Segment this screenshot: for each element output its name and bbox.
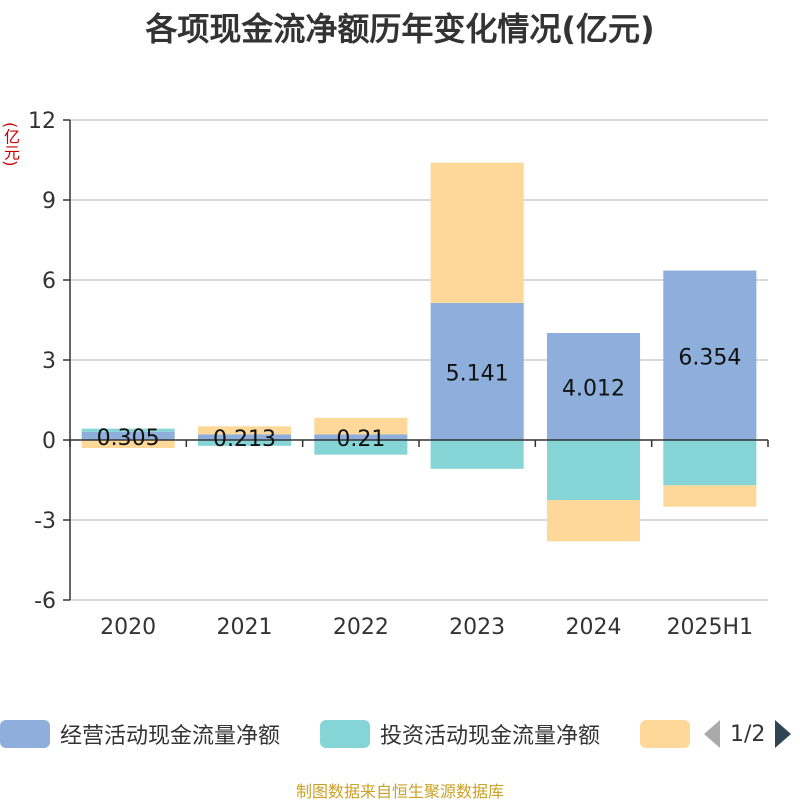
data-label: 0.21 <box>336 427 385 452</box>
legend-prev-arrow-icon[interactable] <box>704 720 720 748</box>
legend-swatch-third <box>640 720 690 748</box>
chart-title: 各项现金流净额历年变化情况(亿元) <box>145 10 655 48</box>
x-tick-label: 2020 <box>100 615 156 640</box>
x-tick-label: 2025H1 <box>667 615 754 640</box>
bar-series-2-2025H1[interactable] <box>663 485 757 507</box>
legend-next-arrow-icon[interactable] <box>775 720 792 748</box>
bar-series-0-2024[interactable] <box>546 333 641 440</box>
bar-series-0-2021[interactable] <box>197 434 292 440</box>
legend-pager: 1/2 <box>700 716 800 752</box>
bar-series-1-2022[interactable] <box>314 440 408 455</box>
y-tick-label: 3 <box>42 349 56 374</box>
legend: 经营活动现金流量净额 投资活动现金流量净额 <box>0 716 800 752</box>
x-tick-label: 2023 <box>449 615 505 640</box>
axes: 12 9 6 3 0 -3 -6 2020 2021 2022 2023 2024 2025H1 <box>28 109 769 640</box>
bar-series-2-2023[interactable] <box>430 162 524 303</box>
legend-page-indicator: 1/2 <box>730 721 766 747</box>
y-tick-label: -6 <box>34 589 56 614</box>
y-tick-label: 9 <box>42 189 56 214</box>
legend-item-operating[interactable]: 经营活动现金流量净额 <box>0 716 280 752</box>
data-labels: 0.305 0.213 0.21 5.141 4.012 6.354 <box>97 345 742 452</box>
legend-swatch-investing <box>320 720 370 748</box>
legend-label-operating: 经营活动现金流量净额 <box>60 724 281 749</box>
data-label: 5.141 <box>446 361 509 386</box>
bar-series-0-2020[interactable] <box>81 431 175 440</box>
bar-series-1-2021[interactable] <box>197 440 292 446</box>
data-source-note: 制图数据来自恒生聚源数据库 <box>295 782 504 801</box>
bar-series-2-2022[interactable] <box>314 417 408 435</box>
data-label: 0.305 <box>97 426 160 451</box>
bar-series-0-2023[interactable] <box>430 302 524 440</box>
bar-chart: 12 9 6 3 0 -3 -6 2020 2021 2022 2023 2024 2025H1 0.3… <box>28 109 769 640</box>
bars <box>81 162 757 542</box>
x-tick-label: 2022 <box>333 615 389 640</box>
bar-series-1-2023[interactable] <box>430 440 524 469</box>
bar-series-1-2024[interactable] <box>546 440 641 500</box>
y-tick-label: 0 <box>42 429 56 454</box>
bar-series-2-2024[interactable] <box>546 500 641 542</box>
legend-item-third[interactable] <box>640 716 700 752</box>
grid-lines <box>70 119 768 601</box>
bar-series-2-2021[interactable] <box>197 426 292 435</box>
legend-swatch-operating <box>0 720 50 748</box>
x-tick-label: 2024 <box>566 615 622 640</box>
y-tick-label: -3 <box>34 509 56 534</box>
legend-item-investing[interactable]: 投资活动现金流量净额 <box>320 716 600 752</box>
bar-series-0-2025H1[interactable] <box>663 270 757 440</box>
y-tick-label: 6 <box>42 269 56 294</box>
bar-series-0-2022[interactable] <box>314 434 408 440</box>
legend-label-investing: 投资活动现金流量净额 <box>380 724 601 749</box>
data-label: 4.012 <box>562 377 625 402</box>
x-tick-label: 2021 <box>217 615 273 640</box>
bar-series-1-2020[interactable] <box>81 428 175 432</box>
bar-series-1-2025H1[interactable] <box>663 440 757 486</box>
bar-series-2-2020[interactable] <box>81 440 175 448</box>
y-tick-label: 12 <box>28 109 56 134</box>
data-label: 6.354 <box>678 345 741 370</box>
y-axis-unit-label: (亿元) <box>1 122 20 167</box>
data-label: 0.213 <box>213 427 276 452</box>
